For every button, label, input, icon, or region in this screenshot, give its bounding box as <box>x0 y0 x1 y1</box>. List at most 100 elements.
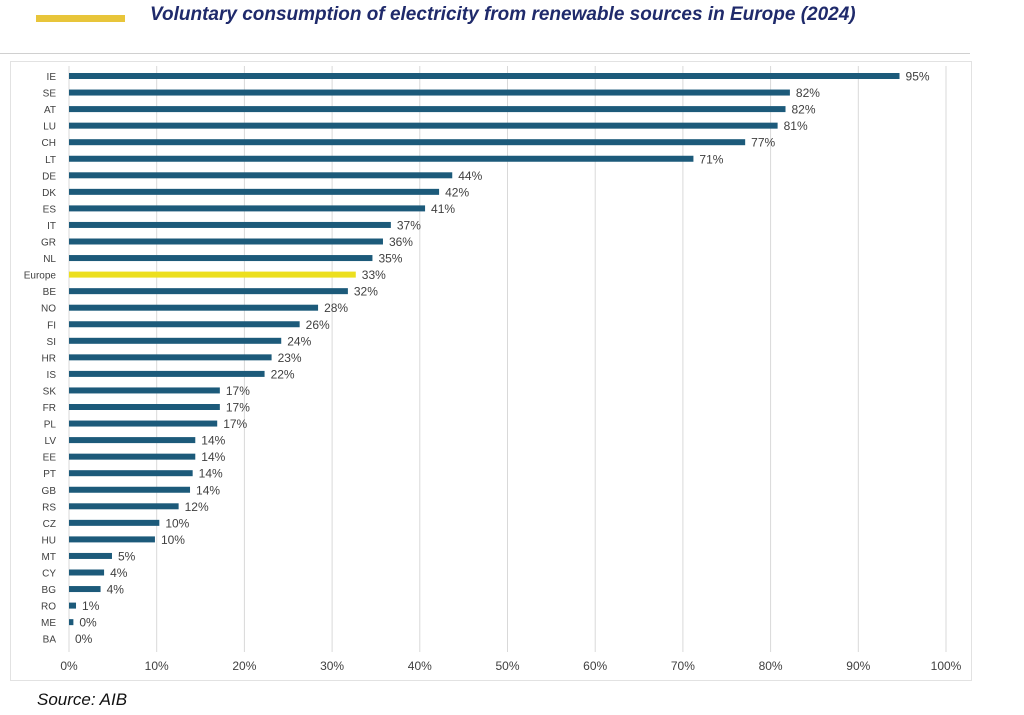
category-label: PT <box>43 469 56 480</box>
x-tick-label: 60% <box>583 659 607 673</box>
source-note: Source: AIB <box>37 690 128 709</box>
bar <box>69 404 220 410</box>
category-label: HU <box>42 535 56 546</box>
bar <box>69 288 348 295</box>
category-label: SE <box>43 89 57 100</box>
category-label: FR <box>43 403 56 414</box>
bar <box>69 354 272 361</box>
data-label: 0% <box>75 632 93 646</box>
data-label: 42% <box>445 185 469 199</box>
header-divider <box>0 53 970 54</box>
bar <box>69 155 694 162</box>
category-label: DK <box>42 188 56 199</box>
category-label: AT <box>44 105 56 116</box>
data-label: 22% <box>271 367 295 381</box>
bar <box>69 238 383 245</box>
bar <box>69 437 196 444</box>
bar-chart: 0% 10% 20% 30% 40% 50% 60% 70% 80% 90% 100% IE 95% SE… <box>24 66 962 673</box>
data-label: 33% <box>362 268 386 282</box>
x-tick-label: 40% <box>408 659 432 673</box>
x-tick-label: 80% <box>759 659 783 673</box>
bar <box>69 106 786 113</box>
bar <box>69 387 220 394</box>
category-label: NL <box>43 254 56 265</box>
category-label: SK <box>43 386 57 397</box>
data-label: 14% <box>196 483 220 497</box>
bar <box>69 73 900 79</box>
bar <box>69 486 191 493</box>
data-label: 23% <box>278 351 302 365</box>
chart-title: Voluntary consumption of electricity fro… <box>150 4 856 25</box>
bar <box>69 552 112 559</box>
bar-highlight <box>69 271 356 278</box>
data-label: 14% <box>199 467 223 481</box>
bar <box>69 139 746 146</box>
bar <box>69 602 77 609</box>
bar <box>69 619 74 626</box>
category-label: RO <box>41 602 56 613</box>
category-label: IT <box>47 221 56 232</box>
bar <box>69 420 218 427</box>
category-label: BE <box>43 287 57 298</box>
category-label: CZ <box>43 519 56 530</box>
bar <box>69 122 778 129</box>
data-label: 35% <box>378 252 402 266</box>
x-tick-label: 100% <box>931 659 962 673</box>
data-label: 32% <box>354 285 378 299</box>
bar <box>69 304 319 311</box>
data-label: 12% <box>185 500 209 514</box>
data-label: 0% <box>79 616 97 630</box>
data-label: 71% <box>699 152 723 166</box>
category-label: LU <box>43 122 56 133</box>
bar <box>69 536 155 543</box>
data-label: 95% <box>906 70 930 84</box>
category-label: IE <box>47 72 57 83</box>
data-label: 4% <box>110 566 128 580</box>
data-label: 81% <box>784 119 808 133</box>
category-label: HR <box>42 353 56 364</box>
category-label: ES <box>43 204 57 215</box>
bar <box>69 337 282 344</box>
category-label: IS <box>47 370 57 381</box>
bar <box>69 321 300 328</box>
x-tick-label: 70% <box>671 659 695 673</box>
category-label: Europe <box>24 271 57 282</box>
bar <box>69 370 265 377</box>
x-tick-label: 0% <box>60 659 78 673</box>
bar <box>69 205 426 212</box>
bar <box>69 586 101 593</box>
x-tick-label: 20% <box>232 659 256 673</box>
x-tick-label: 30% <box>320 659 344 673</box>
bar <box>69 569 105 576</box>
data-label: 14% <box>201 434 225 448</box>
data-label: 41% <box>431 202 455 216</box>
data-label: 26% <box>306 318 330 332</box>
category-label: NO <box>41 304 56 315</box>
data-label: 5% <box>118 549 136 563</box>
category-label: BA <box>43 635 57 646</box>
category-label: GR <box>41 238 56 249</box>
category-label: RS <box>42 502 56 513</box>
x-tick-label: 90% <box>846 659 870 673</box>
bar <box>69 221 391 228</box>
data-label: 77% <box>751 136 775 150</box>
bar <box>69 89 790 96</box>
x-tick-label: 10% <box>145 659 169 673</box>
data-label: 4% <box>107 583 125 597</box>
bar <box>69 172 453 179</box>
bar <box>69 470 193 477</box>
data-label: 17% <box>226 384 250 398</box>
data-label: 10% <box>165 516 189 530</box>
category-label: EE <box>43 453 57 464</box>
data-label: 82% <box>796 86 820 100</box>
chart-frame <box>10 61 972 681</box>
data-label: 82% <box>792 103 816 117</box>
data-label: 37% <box>397 218 421 232</box>
data-label: 44% <box>458 169 482 183</box>
bar <box>69 255 373 262</box>
category-label: BG <box>42 585 57 596</box>
category-label: LT <box>45 155 56 166</box>
bar <box>69 188 440 195</box>
data-label: 17% <box>226 401 250 415</box>
data-label: 28% <box>324 301 348 315</box>
